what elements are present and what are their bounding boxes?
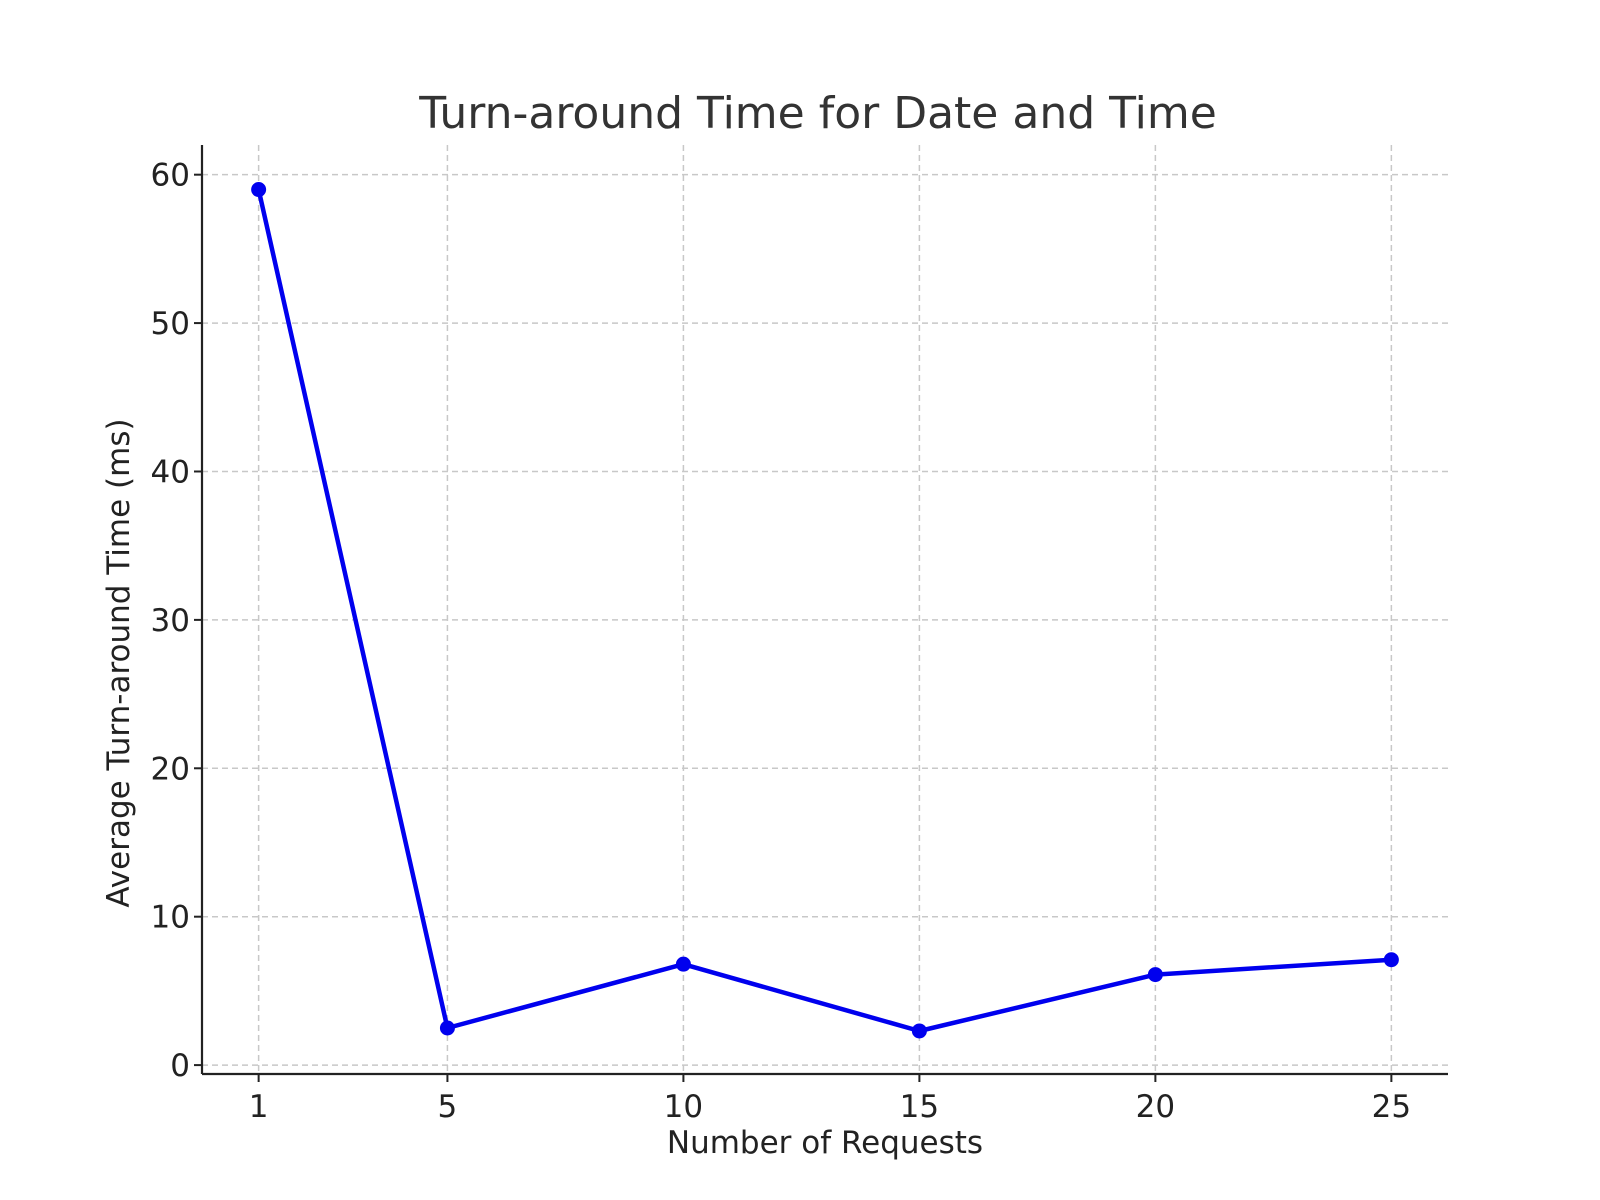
x-tick-label: 5	[438, 1089, 458, 1125]
data-point	[251, 182, 267, 198]
y-tick-label: 10	[151, 900, 190, 936]
series	[251, 182, 1399, 1039]
x-tick-label: 1	[249, 1089, 269, 1125]
axes	[200, 145, 1448, 1076]
data-point	[1147, 967, 1163, 983]
data-point	[1383, 952, 1399, 968]
y-tick-label: 60	[151, 158, 190, 194]
x-ticks: 1 5 10 15 20 25	[249, 1074, 1411, 1125]
data-point	[439, 1020, 455, 1036]
y-axis-label: Average Turn-around Time (ms)	[101, 418, 137, 907]
x-tick-label: 20	[1136, 1089, 1175, 1125]
x-tick-label: 25	[1372, 1089, 1411, 1125]
y-tick-label: 50	[151, 306, 190, 342]
series-line	[256, 187, 1394, 1034]
x-axis-label: Number of Requests	[667, 1125, 983, 1161]
grid	[202, 145, 1448, 1074]
x-tick-label: 15	[900, 1089, 939, 1125]
y-tick-label: 40	[151, 454, 190, 490]
data-point	[675, 956, 691, 972]
y-tick-label: 0	[170, 1048, 190, 1084]
y-tick-label: 20	[151, 751, 190, 787]
chart-title: Turn-around Time for Date and Time	[418, 88, 1217, 139]
x-tick-label: 10	[664, 1089, 703, 1125]
y-ticks: 0 10 20 30 40 50 60	[151, 158, 202, 1084]
y-tick-label: 30	[151, 603, 190, 639]
data-point	[911, 1023, 927, 1039]
